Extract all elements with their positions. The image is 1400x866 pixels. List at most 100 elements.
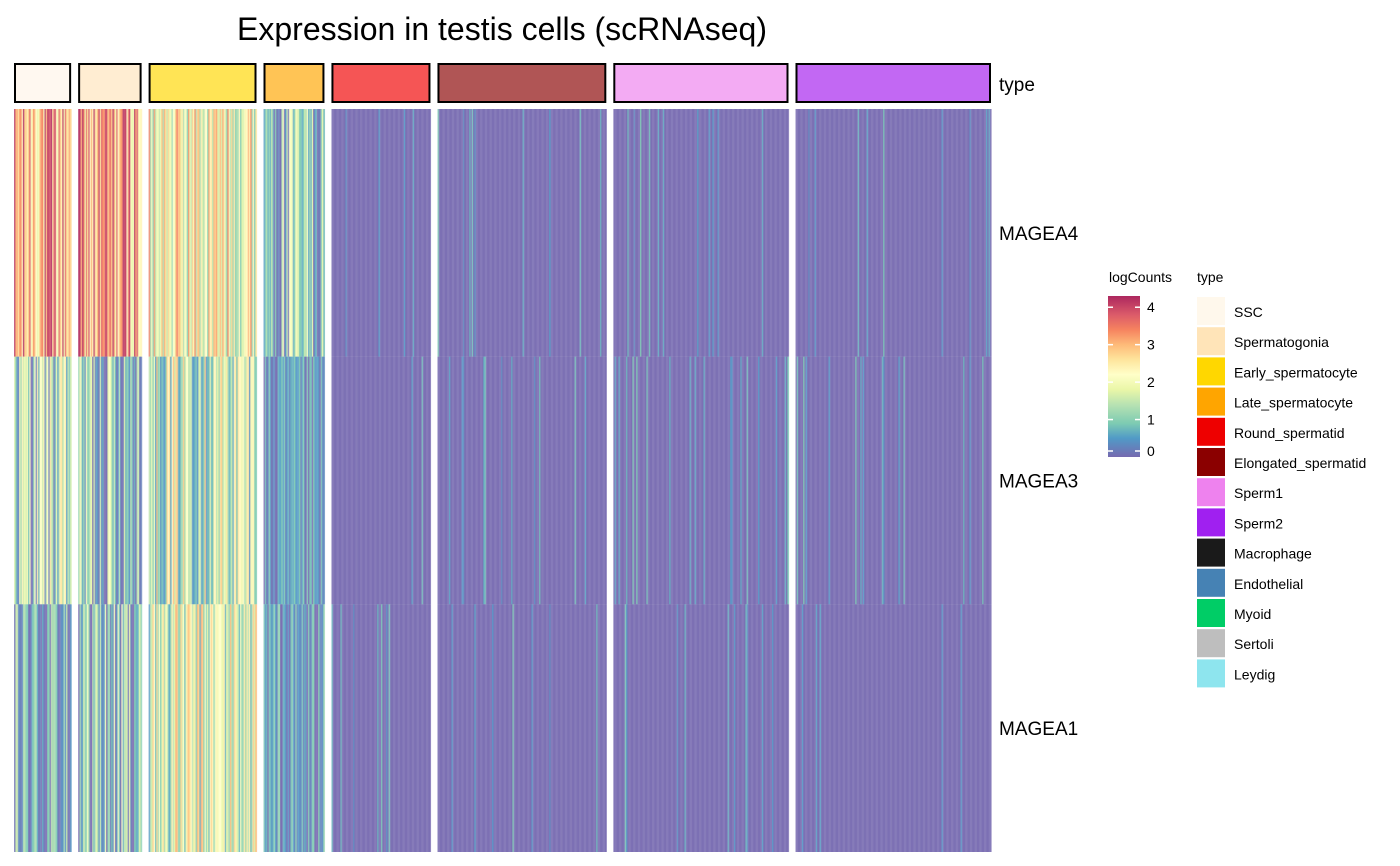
heatmap-cell xyxy=(420,356,423,605)
heatmap-cell xyxy=(181,109,184,357)
heatmap-cell xyxy=(926,356,929,605)
heatmap-cell xyxy=(417,109,420,357)
heatmap-cell xyxy=(154,604,157,852)
heatmap-column-group-sperm1 xyxy=(613,109,790,852)
heatmap-cell xyxy=(545,356,548,605)
heatmap-cell xyxy=(628,109,631,357)
heatmap-cell xyxy=(856,604,859,852)
heatmap-cell xyxy=(114,109,117,357)
heatmap-cell xyxy=(851,356,854,605)
heatmap-cell xyxy=(508,604,511,852)
legend-label-late-spermatocyte: Late_spermatocyte xyxy=(1234,395,1353,411)
heatmap-cell xyxy=(940,604,943,852)
heatmap-cell xyxy=(779,356,782,605)
heatmap-cell xyxy=(857,356,860,605)
heatmap-cell xyxy=(969,109,972,357)
heatmap-cell xyxy=(795,604,798,852)
heatmap-cell xyxy=(137,356,140,605)
heatmap-cell xyxy=(544,604,546,852)
heatmap-cell xyxy=(556,604,559,852)
heatmap-cell xyxy=(657,109,660,357)
heatmap-cell xyxy=(740,356,743,605)
heatmap-column-group-ssc xyxy=(14,109,72,852)
heatmap-cell xyxy=(951,356,954,605)
heatmap-cell xyxy=(419,604,421,852)
heatmap-cell xyxy=(47,109,49,357)
heatmap-cell xyxy=(827,109,830,357)
heatmap-cell xyxy=(354,604,357,852)
heatmap-cell xyxy=(666,604,669,852)
heatmap-cell xyxy=(212,356,214,605)
heatmap-cell xyxy=(370,604,373,852)
heatmap-cell xyxy=(313,356,315,605)
heatmap-cell xyxy=(886,356,889,605)
heatmap-cell xyxy=(388,109,391,357)
heatmap-cell xyxy=(744,604,746,852)
heatmap-cell xyxy=(897,109,899,357)
heatmap-cell xyxy=(519,356,522,605)
legend-swatch-sperm1 xyxy=(1197,478,1225,507)
heatmap-cell xyxy=(15,604,18,852)
heatmap-cell xyxy=(481,604,484,852)
heatmap-cell xyxy=(726,356,729,605)
heatmap-cell xyxy=(163,109,166,357)
heatmap-cell xyxy=(210,356,213,605)
heatmap-cell xyxy=(909,604,912,852)
legend-label-sperm1: Sperm1 xyxy=(1234,485,1283,501)
heatmap-cell xyxy=(297,356,300,605)
heatmap-cell xyxy=(199,356,202,605)
heatmap-cell xyxy=(354,109,357,357)
heatmap-cell xyxy=(550,109,553,357)
heatmap-cell xyxy=(643,109,646,357)
heatmap-cell xyxy=(494,109,497,357)
heatmap-cell xyxy=(780,356,783,605)
heatmap-cell xyxy=(299,109,301,357)
heatmap-cell xyxy=(685,356,688,605)
heatmap-cell xyxy=(525,109,527,357)
heatmap-cell xyxy=(723,356,726,605)
heatmap-cell xyxy=(442,604,445,852)
heatmap-cell xyxy=(775,356,778,605)
heatmap-cell xyxy=(971,604,974,852)
heatmap-cell xyxy=(380,109,383,357)
heatmap-cell xyxy=(437,109,440,357)
heatmap-cell xyxy=(747,604,750,852)
heatmap-column-group-elongated-spermatid xyxy=(437,109,607,852)
heatmap-cell xyxy=(961,109,964,357)
heatmap-cell xyxy=(301,109,304,357)
heatmap-cell xyxy=(165,604,167,852)
heatmap-cell xyxy=(900,604,903,852)
heatmap-cell xyxy=(657,356,660,605)
heatmap-cell xyxy=(253,356,256,605)
heatmap-cell xyxy=(273,356,276,605)
heatmap-cell xyxy=(694,604,697,852)
heatmap-cell xyxy=(872,109,875,357)
heatmap-cell xyxy=(154,356,157,605)
heatmap-cell xyxy=(44,356,47,605)
heatmap-cell xyxy=(263,604,266,852)
heatmap-cell xyxy=(704,604,707,852)
heatmap-cell xyxy=(855,356,858,605)
heatmap-cell xyxy=(320,109,323,357)
heatmap-cell xyxy=(508,109,511,357)
heatmap-cell xyxy=(384,356,387,605)
heatmap-cell xyxy=(955,356,958,605)
heatmap-cell xyxy=(22,604,25,852)
heatmap-cell xyxy=(456,604,459,852)
heatmap-cell xyxy=(331,604,334,852)
heatmap-cell xyxy=(875,109,878,357)
heatmap-cell xyxy=(132,109,135,357)
heatmap-cell xyxy=(403,604,406,852)
heatmap-cell xyxy=(266,604,268,852)
heatmap-cell xyxy=(845,356,847,605)
heatmap-cell xyxy=(280,109,282,357)
heatmap-cell xyxy=(740,109,743,357)
heatmap-cell xyxy=(727,109,730,357)
heatmap-cell xyxy=(834,356,837,605)
heatmap-cell xyxy=(506,356,508,605)
heatmap-cell xyxy=(64,604,67,852)
heatmap-cell xyxy=(703,109,706,357)
heatmap-cell xyxy=(509,356,512,605)
heatmap-cell xyxy=(283,356,286,605)
heatmap-cell xyxy=(424,109,426,357)
